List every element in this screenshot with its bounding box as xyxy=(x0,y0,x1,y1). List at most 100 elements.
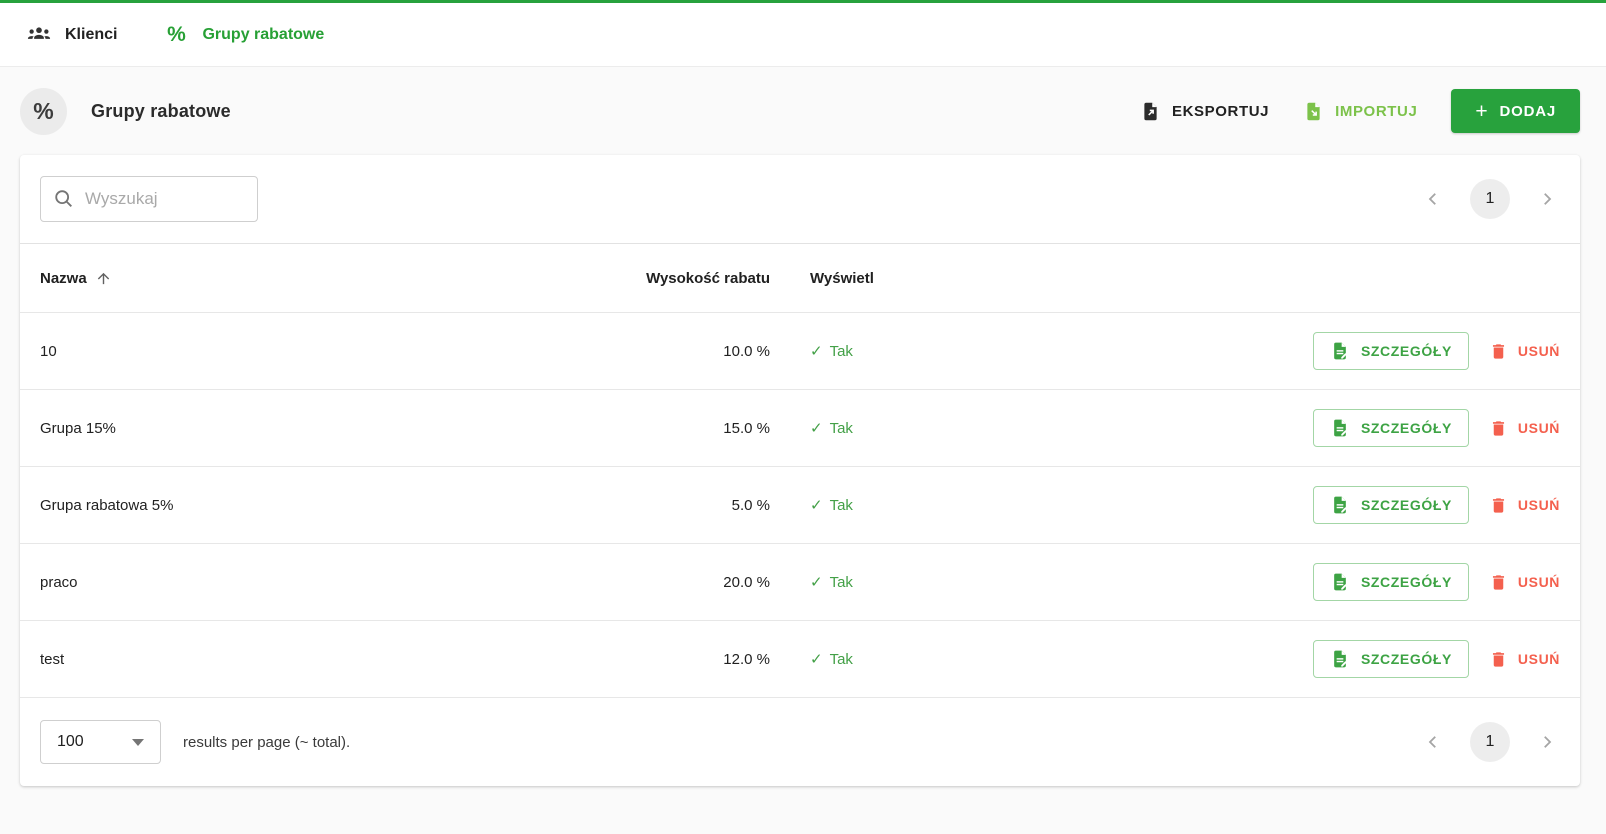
details-button[interactable]: SZCZEGÓŁY xyxy=(1312,563,1469,601)
details-button[interactable]: SZCZEGÓŁY xyxy=(1312,640,1469,678)
previous-page-button[interactable] xyxy=(1420,186,1446,212)
delete-button[interactable]: USUŃ xyxy=(1489,342,1560,361)
group-name: Grupa 15% xyxy=(40,419,116,437)
import-button[interactable]: IMPORTUJ xyxy=(1303,101,1417,122)
search-icon xyxy=(53,188,75,210)
tab-klienci-label: Klienci xyxy=(65,25,118,43)
groups-icon xyxy=(26,22,52,48)
percent-badge-icon: % xyxy=(20,87,67,135)
page-title: Grupy rabatowe xyxy=(91,100,231,121)
table-row: Grupa rabatowa 5% 5.0 % ✓ Tak SZCZEGÓŁY xyxy=(20,466,1580,543)
display-cell: ✓ Tak xyxy=(810,342,940,361)
export-label: EKSPORTUJ xyxy=(1172,102,1270,120)
table-footer: 100 results per page (~ total). 1 xyxy=(20,697,1580,786)
group-name: test xyxy=(40,650,65,668)
display-value: Tak xyxy=(829,496,853,514)
page-size-select[interactable]: 100 xyxy=(40,720,161,764)
display-value: Tak xyxy=(829,419,853,437)
display-value: Tak xyxy=(829,650,853,668)
group-name: 10 xyxy=(40,342,57,360)
details-button[interactable]: SZCZEGÓŁY xyxy=(1312,409,1469,447)
discount-value: 20.0 % xyxy=(723,573,770,591)
check-icon: ✓ xyxy=(810,420,823,437)
results-per-page-text: results per page (~ total). xyxy=(183,733,351,751)
column-header-nazwa-label: Nazwa xyxy=(40,269,87,287)
next-page-button[interactable] xyxy=(1534,186,1560,212)
import-label: IMPORTUJ xyxy=(1335,102,1418,120)
display-cell: ✓ Tak xyxy=(810,573,940,592)
top-accent-bar xyxy=(0,0,1606,3)
table-row: praco 20.0 % ✓ Tak SZCZEGÓŁY xyxy=(20,543,1580,620)
edit-document-icon xyxy=(1330,495,1350,515)
display-value: Tak xyxy=(829,342,853,360)
column-header-wysokosc-rabatu[interactable]: Wysokość rabatu xyxy=(646,269,770,287)
discount-value: 10.0 % xyxy=(723,342,770,360)
details-label: SZCZEGÓŁY xyxy=(1360,574,1452,590)
add-label: DODAJ xyxy=(1499,102,1556,120)
pagination-bottom: 1 xyxy=(1420,722,1560,762)
delete-label: USUŃ xyxy=(1517,651,1560,667)
search-input[interactable] xyxy=(85,189,245,209)
edit-document-icon xyxy=(1330,572,1350,592)
display-value: Tak xyxy=(829,573,853,591)
delete-label: USUŃ xyxy=(1517,497,1560,513)
file-export-icon xyxy=(1140,101,1161,122)
delete-label: USUŃ xyxy=(1517,420,1560,436)
check-icon: ✓ xyxy=(810,343,823,360)
display-cell: ✓ Tak xyxy=(810,650,940,669)
display-cell: ✓ Tak xyxy=(810,496,940,515)
group-name: praco xyxy=(40,573,78,591)
details-button[interactable]: SZCZEGÓŁY xyxy=(1312,332,1469,370)
table-row: 10 10.0 % ✓ Tak SZCZEGÓŁY xyxy=(20,312,1580,389)
next-page-button[interactable] xyxy=(1534,729,1560,755)
pagination-top: 1 xyxy=(1420,179,1560,219)
trash-icon xyxy=(1489,419,1508,438)
table-row: test 12.0 % ✓ Tak SZCZEGÓŁY xyxy=(20,620,1580,697)
details-label: SZCZEGÓŁY xyxy=(1360,497,1452,513)
delete-button[interactable]: USUŃ xyxy=(1489,650,1560,669)
current-page-indicator[interactable]: 1 xyxy=(1470,179,1510,219)
column-header-wyswietl[interactable]: Wyświetl xyxy=(810,269,874,287)
details-label: SZCZEGÓŁY xyxy=(1360,420,1452,436)
check-icon: ✓ xyxy=(810,497,823,514)
group-name: Grupa rabatowa 5% xyxy=(40,496,174,514)
check-icon: ✓ xyxy=(810,651,823,668)
trash-icon xyxy=(1489,650,1508,669)
delete-label: USUŃ xyxy=(1517,343,1560,359)
add-button[interactable]: + DODAJ xyxy=(1451,89,1580,133)
edit-document-icon xyxy=(1330,418,1350,438)
chevron-down-icon xyxy=(132,738,144,746)
display-cell: ✓ Tak xyxy=(810,419,940,438)
details-label: SZCZEGÓŁY xyxy=(1360,343,1452,359)
tab-bar: Klienci % Grupy rabatowe xyxy=(0,3,1606,67)
delete-button[interactable]: USUŃ xyxy=(1489,496,1560,515)
delete-button[interactable]: USUŃ xyxy=(1489,419,1560,438)
tab-grupy-rabatowe-label: Grupy rabatowe xyxy=(202,25,325,43)
edit-document-icon xyxy=(1330,649,1350,669)
current-page-indicator[interactable]: 1 xyxy=(1470,722,1510,762)
discount-value: 12.0 % xyxy=(723,650,770,668)
export-button[interactable]: EKSPORTUJ xyxy=(1140,101,1269,122)
previous-page-button[interactable] xyxy=(1420,729,1446,755)
details-button[interactable]: SZCZEGÓŁY xyxy=(1312,486,1469,524)
search-box[interactable] xyxy=(40,176,258,222)
discount-value: 15.0 % xyxy=(723,419,770,437)
tab-klienci[interactable]: Klienci xyxy=(26,22,117,48)
sort-ascending-icon xyxy=(95,270,112,287)
column-header-nazwa[interactable]: Nazwa xyxy=(40,270,620,287)
delete-label: USUŃ xyxy=(1517,574,1560,590)
table-row: Grupa 15% 15.0 % ✓ Tak SZCZEGÓŁY xyxy=(20,389,1580,466)
check-icon: ✓ xyxy=(810,574,823,591)
card-toolbar: 1 xyxy=(20,155,1580,243)
edit-document-icon xyxy=(1330,341,1350,361)
file-import-icon xyxy=(1303,101,1324,122)
page-size-value: 100 xyxy=(57,733,84,750)
table-header: Nazwa Wysokość rabatu Wyświetl xyxy=(20,243,1580,312)
delete-button[interactable]: USUŃ xyxy=(1489,573,1560,592)
trash-icon xyxy=(1489,496,1508,515)
discount-groups-card: 1 Nazwa Wysokość rabatu Wyświetl 10 10.0… xyxy=(20,155,1580,786)
percent-icon: % xyxy=(167,22,186,46)
plus-icon: + xyxy=(1475,99,1489,123)
page-header: % Grupy rabatowe EKSPORTUJ xyxy=(0,67,1606,155)
tab-grupy-rabatowe[interactable]: % Grupy rabatowe xyxy=(163,22,324,48)
